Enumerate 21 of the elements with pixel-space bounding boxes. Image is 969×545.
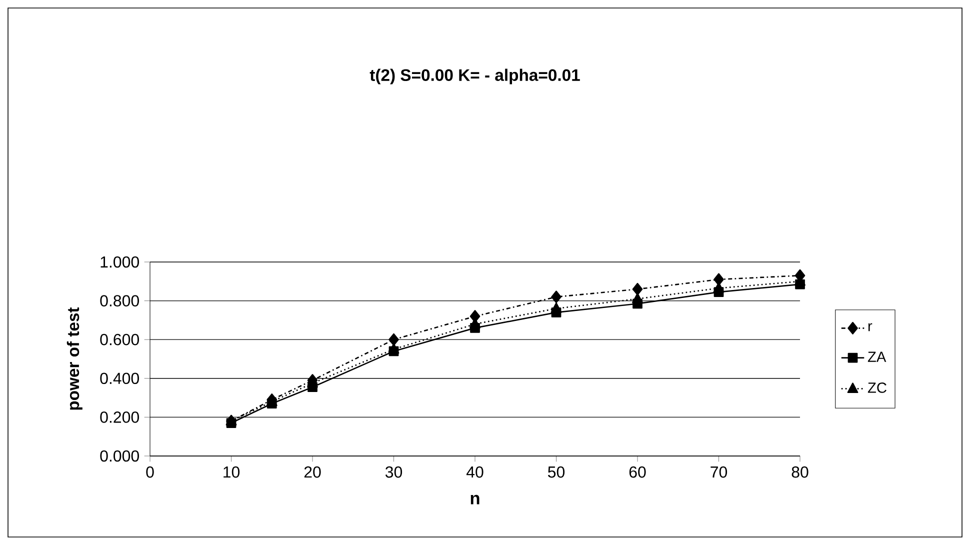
legend-label: ZA bbox=[868, 352, 886, 362]
legend-label: ZC bbox=[868, 382, 886, 393]
x-tick-label: 0 bbox=[146, 466, 154, 478]
x-tick-label: 30 bbox=[385, 466, 402, 478]
y-tick-label: 0.000 bbox=[100, 450, 139, 462]
y-axis-title: power of test bbox=[66, 307, 82, 410]
y-tick-label: 0.600 bbox=[100, 334, 139, 346]
legend-label: r bbox=[868, 323, 872, 332]
y-tick-label: 0.200 bbox=[100, 412, 139, 423]
chart-title: t(2) S=0.00 K= - alpha=0.01 bbox=[370, 68, 580, 84]
x-tick-label: 70 bbox=[710, 466, 728, 478]
y-tick-label: 0.800 bbox=[100, 295, 139, 306]
x-tick-label: 10 bbox=[224, 466, 240, 478]
x-tick-label: 50 bbox=[548, 466, 565, 478]
y-tick-label: 0.400 bbox=[100, 372, 139, 384]
x-tick-label: 20 bbox=[304, 466, 321, 478]
x-tick-label: 80 bbox=[792, 466, 808, 478]
x-tick-label: 60 bbox=[629, 466, 646, 478]
y-tick-label: 1.000 bbox=[100, 256, 139, 268]
x-axis-title: n bbox=[470, 494, 480, 504]
x-tick-label: 40 bbox=[466, 466, 484, 478]
